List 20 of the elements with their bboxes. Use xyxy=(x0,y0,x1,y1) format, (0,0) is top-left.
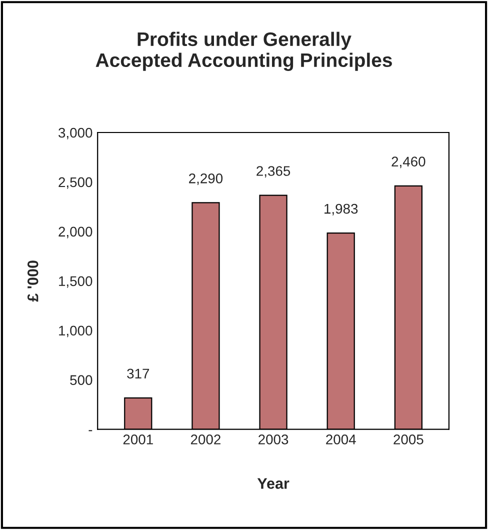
x-axis-title: Year xyxy=(257,478,290,489)
x-tick-label: 2004 xyxy=(326,434,356,444)
y-tick-label: - xyxy=(88,430,92,432)
y-tick-label: 2,000 xyxy=(58,226,92,238)
data-label: 1,983 xyxy=(324,204,358,216)
x-tick-label: 2005 xyxy=(394,434,424,444)
y-tick-label: 500 xyxy=(70,375,92,386)
x-tick-label: 2002 xyxy=(190,434,220,444)
y-tick-label: 3,000 xyxy=(58,128,92,140)
x-tick-label: 2003 xyxy=(258,434,288,444)
data-label: 317 xyxy=(127,368,150,379)
chart-title: Profits under Generally Accepted Accounting Principles xyxy=(96,32,392,71)
y-tick-label: 2,500 xyxy=(58,177,92,189)
x-tick-label: 2001 xyxy=(123,434,153,444)
data-label: 2,460 xyxy=(392,156,426,168)
data-label: 2,365 xyxy=(256,166,290,178)
y-tick-label: 1,000 xyxy=(59,326,92,338)
y-tick-label: 1,500 xyxy=(59,276,92,288)
data-label: 2,290 xyxy=(189,173,223,185)
y-axis-title: £ '000 xyxy=(27,260,38,302)
